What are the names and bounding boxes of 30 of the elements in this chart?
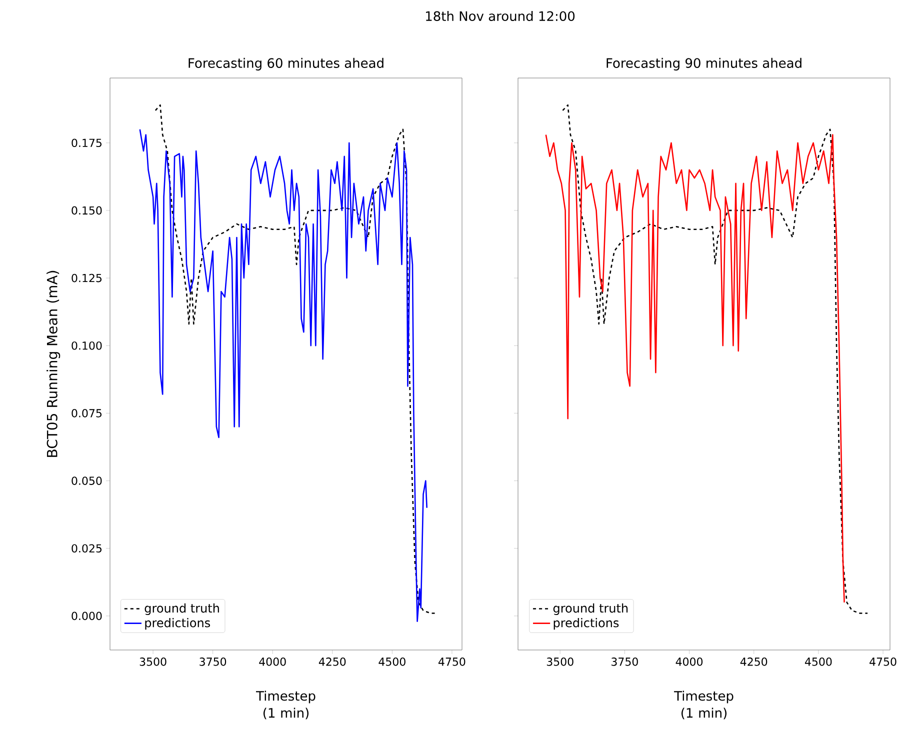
x-tick-label: 4000: [259, 658, 286, 666]
x-tick-label: 4250: [318, 658, 346, 666]
y-tick-label: 0.150: [72, 206, 102, 215]
chart-title: Forecasting 60 minutes ahead: [188, 58, 384, 70]
y-tick-label: 0.000: [72, 612, 102, 620]
y-tick-label: 0.100: [72, 341, 102, 350]
legend-label: ground truth: [144, 603, 219, 616]
x-tick-label: 4750: [438, 658, 466, 666]
legend-label: predictions: [145, 618, 210, 630]
y-tick-label: 0.025: [72, 544, 102, 553]
x-tick-label: 4000: [676, 658, 703, 666]
x-axis-title: Timestep (1 min): [674, 690, 734, 720]
x-tick-label: 4250: [740, 658, 768, 666]
x-axis-title: Timestep (1 min): [256, 690, 316, 720]
y-tick-label: 0.050: [72, 476, 102, 485]
y-tick-label: 0.125: [72, 274, 102, 282]
x-tick-label: 3500: [546, 658, 574, 666]
x-tick-label: 4750: [870, 658, 896, 666]
x-tick-label: 4500: [378, 658, 406, 666]
x-tick-label: 3750: [200, 658, 226, 666]
legend-label: predictions: [554, 618, 619, 630]
x-tick-label: 3500: [140, 658, 166, 666]
text: 18th Nov around 12:00: [426, 10, 575, 22]
y-axis-title: BCT05 Running Mean (mA): [46, 270, 60, 457]
chart-title: Forecasting 90 minutes ahead: [606, 58, 802, 70]
x-tick-label: 3750: [612, 658, 638, 666]
legend-label: ground truth: [553, 603, 628, 616]
y-tick-label: 0.175: [72, 138, 102, 148]
x-tick-label: 4500: [804, 658, 832, 666]
y-tick-label: 0.075: [72, 409, 102, 418]
